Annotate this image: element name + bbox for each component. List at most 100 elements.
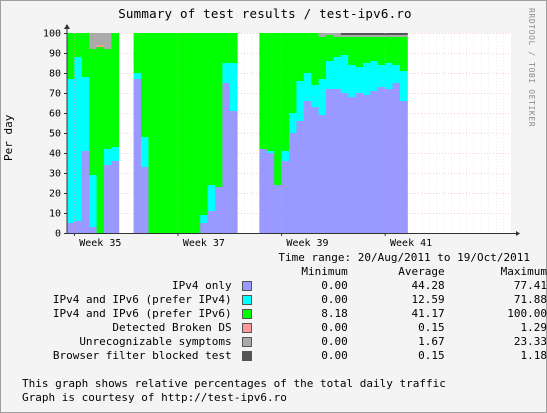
stacked-bar-segment: [400, 71, 408, 101]
legend-avg: 44.28: [411, 279, 445, 292]
stacked-bar-segment: [163, 33, 171, 233]
legend-swatch: [241, 309, 252, 319]
y-tick-label: 30: [49, 169, 61, 180]
stacked-bar-segment: [348, 37, 356, 65]
stacked-bar-segment: [303, 73, 312, 101]
stacked-bar-segment: [207, 211, 216, 233]
legend-swatch: [241, 337, 252, 347]
legend-row: Browser filter blocked test 0.00 0.15 1.…: [8, 349, 547, 363]
stacked-bar-segment: [185, 33, 194, 233]
stacked-bar-segment: [281, 33, 290, 151]
footer-note: This graph shows relative percentages of…: [22, 377, 446, 390]
stacked-bar-segment: [326, 35, 334, 61]
stacked-bar-segment: [111, 33, 120, 147]
stacked-bar-segment: [104, 33, 112, 49]
time-range: Time range: 20/Aug/2011 to 19/Oct/2011: [278, 251, 530, 264]
stacked-bar-segment: [281, 151, 290, 161]
stacked-bar-segment: [200, 223, 208, 233]
stacked-bar-segment: [400, 101, 408, 233]
y-tick-label: 80: [49, 69, 61, 80]
stacked-bar-segment: [229, 63, 238, 111]
stacked-bar-segment: [155, 33, 164, 233]
stacked-bar-segment: [274, 185, 282, 233]
stacked-bar-segment: [392, 83, 401, 233]
legend-label: Detected Broken DS: [112, 321, 232, 334]
header-average: Average: [398, 265, 445, 278]
stacked-bar-segment: [340, 35, 349, 37]
stacked-bar-segment: [89, 175, 97, 227]
stacked-bar-segment: [133, 33, 142, 73]
stacked-bar-segment: [377, 35, 386, 37]
stacked-bar-segment: [296, 33, 305, 81]
stacked-bar-segment: [104, 165, 112, 233]
y-tick-label: 100: [43, 29, 61, 40]
stacked-bar-segment: [370, 33, 379, 35]
stacked-bar-segment: [311, 85, 319, 107]
stacked-bar-segment: [215, 187, 223, 233]
y-tick-label: 90: [49, 49, 61, 60]
stacked-bar-segment: [377, 37, 386, 65]
stacked-bar-segment: [311, 33, 319, 85]
stacked-bar-segment: [296, 81, 305, 121]
chart-title: Summary of test results / test-ipv6.ro: [118, 6, 412, 21]
stacked-bar-segment: [333, 57, 342, 89]
legend-table: Minimum Average Maximum IPv4 only 0.00 4…: [8, 265, 547, 363]
stacked-bar-segment: [385, 89, 393, 233]
stacked-bar-segment: [370, 37, 379, 61]
stacked-bar-segment: [296, 121, 305, 233]
stacked-bar-segment: [385, 63, 393, 89]
legend-min: 8.18: [321, 307, 348, 320]
stacked-bar-segment: [377, 87, 386, 233]
stacked-bar-segment: [89, 227, 97, 233]
stacked-bar-segment: [385, 35, 393, 37]
legend-max: 1.29: [520, 321, 547, 334]
chart-plot: Week 35 Week 37 Week 39 Week 41 0 10 20 30 40 50 6…: [43, 24, 520, 249]
legend-max: 71.88: [513, 293, 547, 306]
stacked-bar-segment: [74, 57, 83, 221]
stacked-bar-segment: [289, 33, 297, 113]
stacked-bar-segment: [348, 35, 356, 37]
stacked-bar-segment: [141, 33, 149, 137]
stacked-bar-segment: [104, 149, 112, 165]
x-tick-label: Week 41: [390, 238, 432, 249]
stacked-bar-segment: [207, 185, 216, 211]
stacked-bar-segment: [81, 33, 90, 77]
legend-avg: 1.67: [418, 335, 445, 348]
stacked-bar-segment: [333, 33, 342, 37]
stacked-bar-segment: [370, 61, 379, 91]
stacked-bar-segment: [178, 33, 186, 233]
stacked-bar-segment: [89, 49, 97, 175]
header-minimum: Minimum: [301, 265, 348, 278]
stacked-bar-segment: [259, 149, 268, 233]
legend-swatch: [241, 323, 252, 333]
y-axis-arrow: [64, 24, 70, 29]
footer-credit: Graph is courtesy of http://test-ipv6.ro: [22, 391, 287, 404]
stacked-bar-segment: [222, 33, 231, 63]
stacked-bar-segment: [96, 47, 105, 233]
stacked-bar-segment: [370, 35, 379, 37]
stacked-bar-segment: [340, 33, 349, 35]
stacked-bar-segment: [274, 33, 282, 185]
x-tick-label: Week 35: [79, 238, 121, 249]
legend-min: 0.00: [321, 335, 348, 348]
stacked-bar-segment: [81, 151, 90, 233]
legend-avg: 0.15: [418, 321, 445, 334]
stacked-bar-segment: [333, 89, 342, 233]
stacked-bar-segment: [326, 33, 334, 35]
stacked-bar-segment: [348, 33, 356, 35]
stacked-bar-segment: [170, 33, 179, 233]
y-tick-label: 0: [55, 229, 61, 240]
legend-label: IPv4 and IPv6 (prefer IPv6): [52, 307, 232, 320]
stacked-bar-segment: [392, 65, 401, 83]
stacked-bar-segment: [318, 115, 327, 233]
stacked-bar-segment: [363, 95, 371, 233]
stacked-bar-segment: [96, 33, 105, 45]
stacked-bar-segment: [363, 63, 371, 95]
stacked-bar-segment: [96, 45, 105, 47]
stacked-bar-segment: [222, 63, 231, 83]
stacked-bar-segment: [326, 89, 334, 233]
stacked-bar-segment: [318, 33, 327, 37]
stacked-bar-segment: [318, 37, 327, 79]
legend-row: Unrecognizable symptoms 0.00 1.67 23.33: [8, 335, 547, 349]
stacked-bar-segment: [111, 161, 120, 233]
